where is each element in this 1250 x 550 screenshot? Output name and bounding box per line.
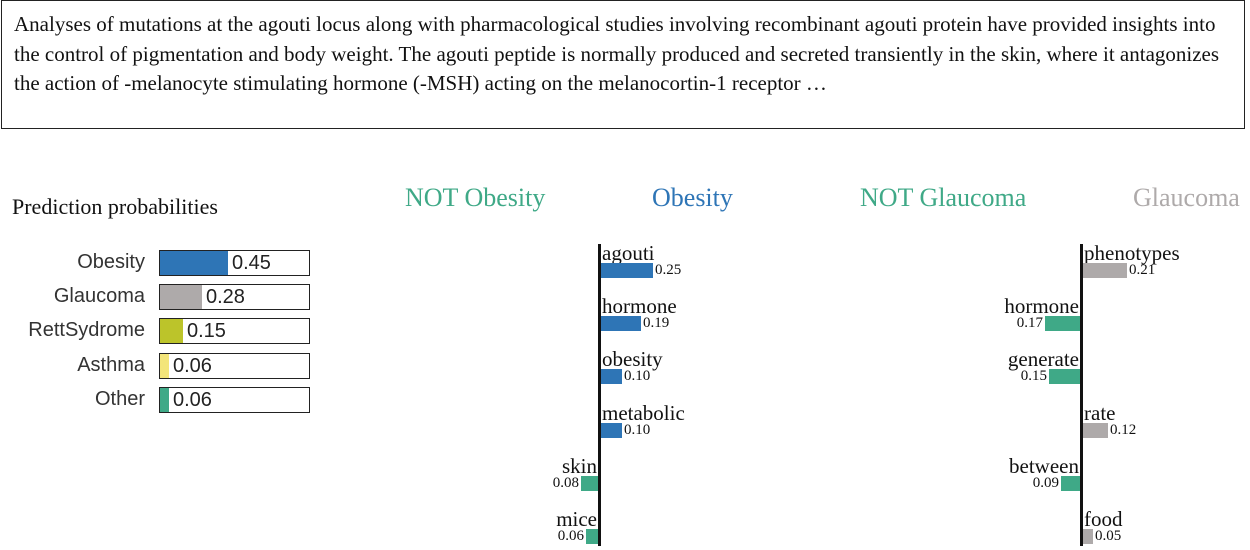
feature-word-hormone: hormone xyxy=(1004,294,1079,319)
prob-bar-box: 0.06 xyxy=(159,352,310,379)
feature-word-mice: mice xyxy=(556,507,597,531)
obesity-negative-heading: NOT Obesity xyxy=(405,183,546,212)
feature-value-obesity: 0.10 xyxy=(624,368,651,385)
feature-value-skin: 0.08 xyxy=(552,474,579,491)
glaucoma-positive-heading: Glaucoma xyxy=(1133,183,1240,212)
feature-value-between: 0.09 xyxy=(1032,474,1059,491)
feature-word-skin: skin xyxy=(561,453,597,478)
abstract-text: Analyses of mutations at the agouti locu… xyxy=(14,12,1220,95)
prob-value: 0.06 xyxy=(173,388,212,411)
prob-bar-fill xyxy=(160,387,169,412)
feature-bar-skin xyxy=(581,475,598,491)
prob-label: Asthma xyxy=(77,353,145,376)
feature-value-metabolic: 0.10 xyxy=(624,421,651,438)
feature-word-rate: rate xyxy=(1084,400,1116,425)
feature-value-phenotypes: 0.21 xyxy=(1129,262,1156,278)
obesity-positive-heading: Obesity xyxy=(652,183,733,212)
prob-value: 0.28 xyxy=(206,286,245,309)
prob-row-other: Other 0.06 xyxy=(0,386,320,415)
prob-row-obesity: Obesity 0.45 xyxy=(0,250,320,278)
prob-bar-box: 0.45 xyxy=(159,250,310,276)
feature-bar-mice xyxy=(586,529,598,544)
feature-value-hormone: 0.17 xyxy=(1016,315,1043,332)
prob-bar-box: 0.06 xyxy=(159,386,310,413)
prob-row-rettsydrome: RettSydrome 0.15 xyxy=(0,318,320,346)
prob-value: 0.06 xyxy=(173,354,212,377)
feature-bar-phenotypes xyxy=(1083,263,1127,278)
prob-bar-fill xyxy=(160,285,202,310)
feature-word-agouti: agouti xyxy=(602,241,655,265)
feature-bar-generate xyxy=(1049,369,1080,385)
abstract-text-box: Analyses of mutations at the agouti locu… xyxy=(1,0,1245,129)
prob-value: 0.45 xyxy=(232,252,271,274)
feature-value-mice: 0.06 xyxy=(557,528,584,544)
prob-bar-fill xyxy=(160,353,169,378)
feature-word-generate: generate xyxy=(1007,347,1079,372)
feature-bar-between xyxy=(1061,475,1080,491)
feature-bar-obesity xyxy=(601,369,622,385)
feature-bar-agouti xyxy=(601,263,653,278)
feature-word-between: between xyxy=(1009,453,1079,478)
feature-value-agouti: 0.25 xyxy=(655,262,682,278)
feature-bar-food xyxy=(1083,529,1093,544)
prob-bar-box: 0.15 xyxy=(159,318,310,345)
feature-word-phenotypes: phenotypes xyxy=(1084,241,1180,265)
feature-word-metabolic: metabolic xyxy=(602,400,685,425)
feature-bar-metabolic xyxy=(601,422,622,438)
feature-value-hormone: 0.19 xyxy=(643,315,670,332)
prob-label: RettSydrome xyxy=(28,319,145,342)
prob-row-glaucoma: Glaucoma 0.28 xyxy=(0,284,320,312)
prob-value: 0.15 xyxy=(187,320,226,343)
feature-value-rate: 0.12 xyxy=(1110,421,1137,438)
prob-bar-fill xyxy=(160,319,183,344)
prob-label: Other xyxy=(94,387,145,410)
feature-value-generate: 0.15 xyxy=(1020,368,1047,385)
prob-label: Obesity xyxy=(77,251,145,273)
panel-axis xyxy=(598,244,601,546)
feature-word-hormone: hormone xyxy=(602,294,677,319)
panel-axis xyxy=(1080,244,1083,546)
feature-value-food: 0.05 xyxy=(1095,528,1122,544)
feature-bar-rate xyxy=(1083,422,1108,438)
feature-word-food: food xyxy=(1084,507,1123,531)
prob-bar-box: 0.28 xyxy=(159,284,310,311)
prob-label: Glaucoma xyxy=(53,285,145,308)
prob-bar-fill xyxy=(160,251,228,275)
feature-word-obesity: obesity xyxy=(602,347,663,372)
feature-bar-hormone xyxy=(601,316,641,332)
glaucoma-negative-heading: NOT Glaucoma xyxy=(860,183,1027,212)
feature-bar-hormone xyxy=(1045,316,1080,332)
prob-row-asthma: Asthma 0.06 xyxy=(0,352,320,381)
prediction-probabilities-title: Prediction probabilities xyxy=(12,194,218,219)
